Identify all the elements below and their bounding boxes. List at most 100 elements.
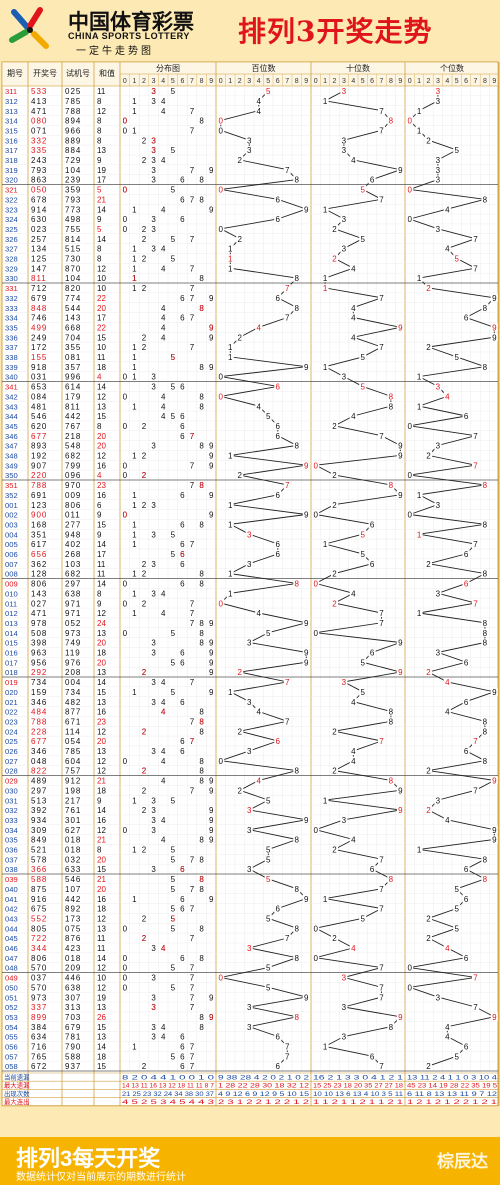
sum-value: 12 (97, 392, 106, 401)
issue-number: 351 (5, 481, 18, 490)
sum-value: 8 (97, 422, 102, 431)
sum-value: 12 (97, 767, 106, 776)
sum-value: 13 (97, 402, 106, 411)
issue-number: 341 (5, 383, 18, 392)
issue-number: 035 (5, 836, 18, 845)
distribution-mark: 1 (132, 274, 137, 283)
trend-point: 3 (342, 1033, 347, 1042)
stat-values: 1 28 22 28 30 18 32 12 (218, 1083, 310, 1090)
issue-number: 318 (5, 156, 18, 165)
distribution-mark: 3 (151, 865, 156, 874)
trial-number: 627 (65, 826, 81, 835)
winning-number: 071 (31, 126, 47, 135)
trend-point-bg (321, 96, 329, 105)
distribution-mark: 9 (209, 806, 214, 815)
trend-point: 3 (247, 1003, 252, 1012)
trial-number: 081 (65, 353, 81, 362)
trend-point-bg (434, 441, 442, 450)
trend-point-bg (293, 924, 301, 933)
trial-number: 785 (65, 747, 81, 756)
distribution-mark: 7 (190, 737, 195, 746)
distribution-mark: 1 (132, 255, 137, 264)
sum-value: 20 (97, 639, 106, 648)
stat-values: 14 13 11 16 13 12 18 11 11 8 7 (122, 1083, 215, 1090)
distribution-mark: 3 (151, 87, 156, 96)
winning-number: 337 (31, 1003, 47, 1012)
issue-number: 321 (5, 186, 18, 195)
trial-number: 892 (65, 905, 81, 914)
distribution-mark: 5 (171, 688, 176, 697)
trial-number: 755 (65, 225, 81, 234)
digit-header: 9 (304, 78, 308, 85)
issue-number: 031 (5, 796, 18, 805)
distribution-mark: 9 (209, 452, 214, 461)
trend-point-bg (274, 195, 282, 204)
sum-value: 15 (97, 865, 106, 874)
trend-point: 3 (247, 747, 252, 756)
trend-point-bg (331, 569, 338, 578)
sum-value: 15 (97, 688, 106, 697)
sum-value: 20 (97, 432, 106, 441)
trend-point: 0 (407, 422, 412, 431)
distribution-mark: 0 (123, 924, 128, 933)
trend-point-bg (226, 500, 234, 509)
trial-number: 870 (65, 264, 81, 273)
trend-point: 7 (379, 126, 384, 135)
winning-number: 084 (31, 392, 47, 401)
distribution-mark: 1 (132, 402, 137, 411)
distribution-mark: 9 (209, 1013, 214, 1022)
trend-point: 7 (379, 195, 384, 204)
distribution-mark: 6 (180, 550, 185, 559)
trial-number: 198 (65, 786, 81, 795)
trend-point-bg (245, 825, 253, 834)
sum-value: 9 (97, 511, 102, 520)
winning-number: 765 (31, 1052, 47, 1061)
trend-point-bg (349, 264, 357, 273)
distribution-mark: 3 (151, 146, 156, 155)
distribution-mark: 8 (199, 520, 204, 529)
issue-number: 043 (5, 914, 18, 923)
trend-point-bg (453, 352, 461, 361)
trial-number: 442 (65, 412, 81, 421)
trend-point-bg (340, 136, 348, 145)
trend-point: 9 (492, 836, 497, 845)
trend-point: 3 (342, 1003, 347, 1012)
trend-point-bg (283, 480, 291, 490)
issue-number: 047 (5, 954, 18, 963)
trial-number: 498 (65, 215, 81, 224)
trend-point-bg (434, 175, 442, 184)
trend-point-bg (387, 402, 395, 411)
trend-point: 0 (313, 511, 318, 520)
winning-number: 630 (31, 215, 47, 224)
distribution-mark: 9 (209, 166, 214, 175)
trend-point-bg (312, 628, 320, 637)
trend-point-bg (462, 549, 470, 558)
trend-point: 5 (266, 629, 271, 638)
digit-header: 4 (161, 78, 165, 85)
trend-point-bg (462, 864, 470, 874)
trend-point: 8 (295, 885, 300, 894)
trial-number: 781 (65, 1033, 81, 1042)
trend-point: 5 (266, 87, 271, 96)
trend-point: 2 (332, 846, 337, 855)
trend-point: 0 (219, 974, 224, 983)
trend-point: 3 (436, 87, 441, 96)
distribution-mark: 6 (180, 383, 185, 392)
stat-label: 最大遗漏 (4, 1081, 30, 1090)
stat-label: 当前遗漏 (4, 1072, 30, 1081)
sum-value: 14 (97, 580, 106, 589)
trend-point-bg (396, 786, 404, 795)
distribution-mark: 9 (209, 668, 214, 677)
trend-point-bg (340, 244, 348, 253)
trend-point-bg (245, 746, 253, 755)
distribution-mark: 3 (151, 501, 156, 510)
trend-point: 8 (483, 639, 488, 648)
lottery-logo-icon (9, 7, 49, 49)
distribution-mark: 5 (171, 875, 176, 884)
distribution-mark: 1 (132, 363, 137, 372)
trial-number: 788 (65, 107, 81, 116)
trial-number: 682 (65, 452, 81, 461)
trend-point-bg (340, 372, 348, 381)
trend-point: 8 (483, 727, 488, 736)
distribution-mark: 2 (142, 599, 147, 608)
